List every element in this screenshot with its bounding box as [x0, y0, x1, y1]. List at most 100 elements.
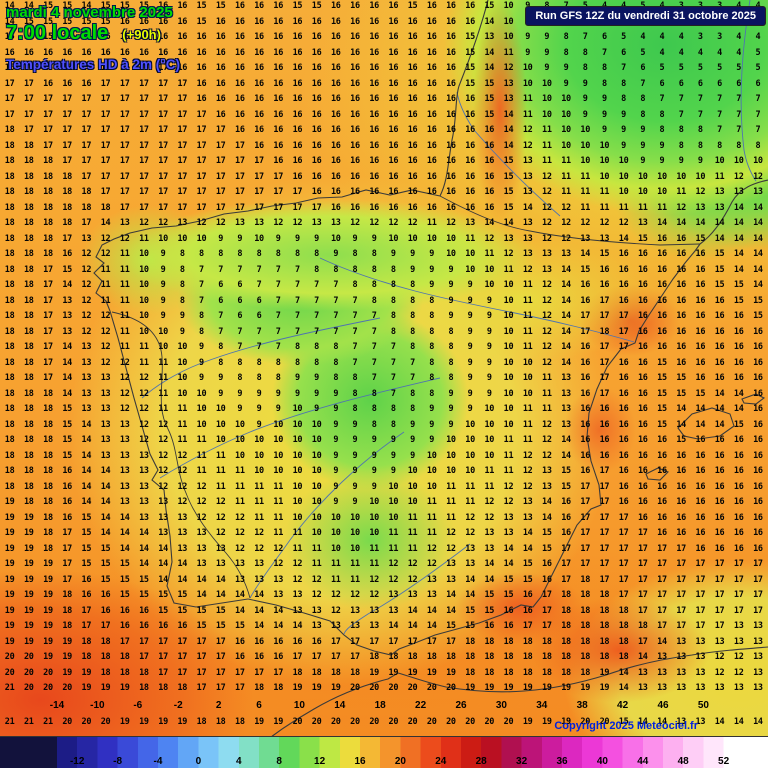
scale-label: 42 — [617, 700, 629, 711]
grid-row: 18 18 18 18 18 18 17 17 17 17 17 17 17 17 17 17 17 16 16 16… — [4, 202, 763, 213]
grid-row: 19 19 19 18 17 16 16 16 15 15 15 15 14 14 14 13 13 12 13 13… — [4, 605, 763, 616]
coast-south-east-spain — [247, 243, 701, 656]
run-banner: Run GFS 12Z du vendredi 31 octobre 2025 — [525, 6, 766, 26]
border-pyrenees — [439, 195, 701, 246]
scale-label: -4 — [153, 756, 163, 767]
river-guadiana — [249, 431, 405, 599]
scale-label: 0 — [195, 756, 202, 767]
scale-label: 38 — [576, 700, 588, 711]
scale-label: 36 — [556, 756, 568, 767]
forecast-time: 7:00 locale — [6, 22, 109, 44]
grid-row: 18 18 17 14 13 12 11 11 10 10 9 8 7 7 7 8 8 8 7 7 7 8 8 8 9 9 10 11… — [4, 342, 763, 352]
scale-label: 8 — [276, 756, 282, 767]
grid-row: 21 20 20 20 19 19 19 18 18 18 17 17 17 18 18 19 19 19 20 20… — [4, 683, 763, 693]
river-ebro — [319, 257, 635, 343]
scale-label: 16 — [354, 756, 366, 767]
scale-label: 48 — [677, 756, 689, 767]
coast-france-atlantic — [439, 0, 489, 197]
scale-label: 46 — [657, 700, 669, 711]
grid-row: 20 20 19 19 18 18 18 17 17 17 17 17 16 16 16 17 17 17 17 18… — [4, 652, 763, 662]
coastlines-group — [93, 0, 768, 768]
scale-label: 28 — [475, 756, 487, 767]
grid-row: 18 18 17 14 13 13 12 12 11 10 9 9 8 8 8 9 9 8 8 7 7 7 8 8 9 9 10 10… — [4, 373, 763, 383]
river-garonne — [456, 91, 561, 217]
scale-label: 26 — [455, 700, 467, 711]
grid-row: 19 19 18 17 15 14 14 14 13 13 13 12 12 12 11 11 10 10 10 10… — [4, 528, 763, 538]
grid-row: 18 18 17 13 12 11 11 10 9 8 7 6 6 6 7 7 7 7 7 8 8 8 8 9 9 9 10 11 12… — [4, 295, 763, 306]
coast-france-med — [699, 179, 768, 245]
grid-row: 18 18 18 14 13 13 12 12 11 10 10 9 9 9 9 9 9 9 8 8 7 8 8 9 9 9 10 1… — [4, 388, 763, 399]
scale-top-labels: -14 -10 -6 -2 2 6 10 14 18 22 26 30 34 38 42 46 50 — [0, 700, 768, 713]
island-mallorca — [677, 407, 735, 440]
grid-row: 18 18 18 15 14 13 13 12 12 11 11 10 10 10 10 10 10 9 9 9 9 9 9… — [4, 435, 763, 445]
coast-portugal — [109, 310, 249, 608]
scale-label: 34 — [536, 700, 548, 711]
grid-row: 18 18 18 16 12 12 11 10 9 8 8 8 8 8 8 8 8 9 8 8 9 9 9 10 10 11 12 1… — [4, 249, 763, 259]
grid-row: 15 15 15 15 15 16 16 16 16 16 16 16 16 16 16 16 16 16 16 16… — [4, 32, 761, 42]
country-borders — [111, 195, 701, 599]
grid-row: 19 19 19 19 18 18 17 17 17 17 17 17 16 16 16 16 16 17 17 17… — [4, 636, 763, 647]
grid-row: 14 14 15 15 14 15 15 15 16 16 15 15 16 16 16 15 15 16 16 16… — [4, 1, 761, 11]
scale-label: -2 — [173, 700, 183, 711]
grid-row: 18 18 18 16 14 14 13 13 12 12 11 11 11 10 10 10 10 9 9 9 9 10… — [4, 466, 763, 476]
grid-row: 18 18 17 13 12 12 11 10 9 9 8 7 6 6 7 7 7 7 7 7 8 8 8 9 9 9 10 11 12… — [4, 311, 763, 321]
grid-row: 19 19 19 17 16 15 15 15 14 14 14 14 13 13 13 12 12 11 11 12… — [4, 574, 763, 585]
map-header: mardi 4 novembre 2025 7:00 locale (+90h) … — [6, 4, 180, 72]
river-duero — [141, 317, 381, 399]
scale-bottom-labels: -12 -8 -4 0 4 8 12 16 20 24 28 32 36 40 44 48 52 — [0, 737, 768, 768]
scale-label: 6 — [256, 700, 262, 711]
scale-label: 50 — [697, 700, 709, 711]
coast-north-spain — [93, 189, 441, 312]
grid-row: 16 16 16 16 16 16 16 16 16 16 16 16 16 16 16 16 16 16 16 16… — [4, 47, 761, 58]
scale-label: -12 — [69, 756, 85, 767]
grid-row: 18 18 18 15 14 13 13 13 12 12 11 11 10 10 10 10 10 9 9 9 9 9 1… — [4, 450, 763, 461]
grid-row: 19 18 18 16 14 14 13 13 13 12 12 12 11 11 11 10 10 9 9 10 10… — [4, 497, 763, 507]
forecast-time-row: 7:00 locale (+90h) — [6, 22, 180, 45]
scale-label: -8 — [113, 756, 123, 767]
grid-row: 19 19 18 16 15 14 14 13 13 13 12 12 12 11 11 10 10 10 10 10… — [4, 512, 763, 523]
grid-row: 18 18 17 14 12 11 11 10 9 8 7 6 6 7 7 7 7 7 8 8 8 8 9 9 9 10 10 11 1… — [4, 280, 763, 290]
grid-row: 17 17 16 16 16 17 17 17 17 17 16 16 16 16 16 16 16 16 16 16… — [4, 78, 761, 89]
grid-row: 18 18 18 18 17 17 17 17 17 17 17 17 17 17 17 16 16 16 16 16… — [4, 171, 763, 182]
grid-row: 18 18 18 15 13 13 12 12 11 11 10 10 9 9 9 10 9 9 8 8 8 8 9 9 9 10… — [4, 404, 763, 414]
river-guadalquivir — [343, 543, 471, 635]
grid-row: 18 17 17 17 17 17 17 17 17 17 17 17 16 16 16 16 16 16 16 16… — [4, 125, 761, 135]
river-rhone — [740, 0, 757, 182]
color-scale-bar: -12 -8 -4 0 4 8 12 16 20 24 28 32 36 40 44 48 52 — [0, 736, 768, 768]
scale-label: 10 — [293, 700, 305, 711]
scale-label: 12 — [314, 756, 326, 767]
grid-row: 18 18 18 17 17 17 17 17 17 17 17 17 17 17 16 16 16 16 16 16… — [4, 156, 763, 166]
grid-row: 20 20 20 19 19 18 18 18 17 17 17 17 17 17 17 18 18 18 18 19… — [4, 667, 763, 678]
grid-row: 16 16 16 16 16 16 16 17 17 16 16 16 16 16 16 16 16 16 16 16… — [4, 63, 761, 73]
grid-row: 17 17 17 17 17 17 17 17 17 17 16 16 16 16 16 16 16 16 16 16… — [4, 94, 761, 104]
scale-label: -14 — [49, 700, 65, 711]
copyright-text: Copyright 2025 Meteociel.fr — [554, 720, 698, 732]
scale-label: 2 — [215, 700, 222, 711]
rivers — [141, 0, 757, 635]
scale-label: 20 — [394, 756, 406, 767]
scale-label: 18 — [374, 700, 386, 711]
scale-label: 40 — [596, 756, 608, 767]
scale-label: -6 — [133, 700, 143, 711]
forecast-date: mardi 4 novembre 2025 — [6, 4, 173, 21]
grid-row: 18 18 18 18 18 17 17 17 17 17 17 17 17 17 17 17 16 16 16 16… — [4, 187, 763, 197]
forecast-offset: (+90h) — [122, 27, 161, 42]
scale-label: 4 — [236, 756, 242, 767]
grid-row: 18 18 17 15 12 11 11 10 9 8 7 7 7 7 7 7 8 8 8 8 8 9 9 9 10 10 11 12… — [4, 264, 763, 275]
border-portugal-spain — [111, 311, 251, 599]
scale-label: 14 — [334, 700, 346, 711]
island-menorca — [741, 393, 766, 405]
grid-row: 19 19 19 17 15 15 15 14 14 14 13 13 13 13 12 12 11 11 11 11… — [4, 559, 763, 569]
grid-row: 18 18 18 18 17 14 13 12 12 13 12 12 13 13 12 12 13 13 12 12… — [4, 218, 763, 228]
grid-row: 18 18 17 13 12 12 11 10 10 9 8 7 7 7 7 7 7 7 7 7 8 8 8 8 9 9 10 11 1… — [4, 326, 763, 337]
grid-row: 18 18 17 17 17 17 17 17 17 17 17 17 17 16 16 16 16 16 16 16… — [4, 140, 761, 151]
grid-row: 18 18 18 16 14 14 13 13 12 12 12 11 11 11 11 10 10 9 9 9 10 1… — [4, 481, 763, 492]
scale-label: 32 — [516, 756, 528, 767]
island-ibiza — [645, 467, 669, 481]
grid-row: 18 18 18 17 13 12 12 11 10 10 10 9 9 10 9 9 9 10 9 9 10 10 10 1… — [4, 233, 763, 244]
grid-row: 19 19 18 17 15 15 14 14 14 13 13 13 12 12 12 11 11 10 10 11… — [4, 543, 763, 554]
grid-row: 18 18 18 15 14 13 13 12 12 11 10 10 10 9 10 10 10 9 9 8 8 9 9 9… — [4, 419, 763, 430]
